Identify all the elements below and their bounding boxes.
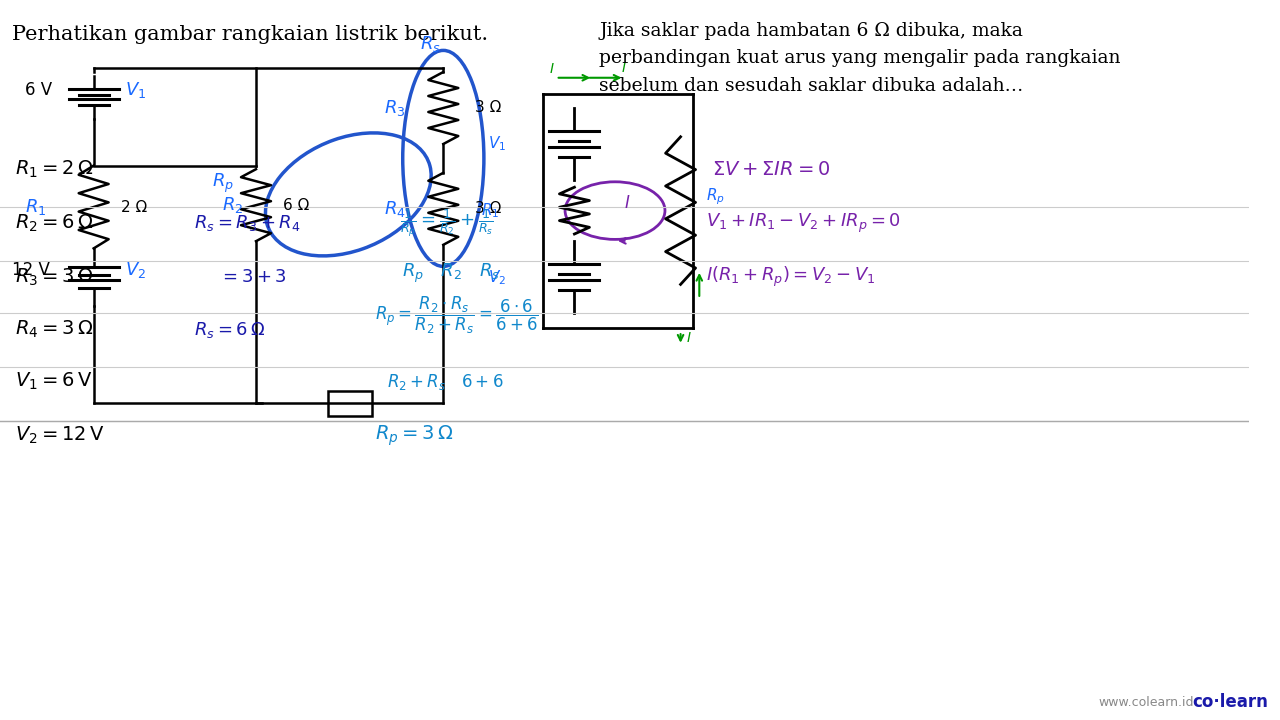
Text: www.colearn.id: www.colearn.id (1100, 696, 1194, 708)
Text: $R_1$: $R_1$ (26, 197, 46, 217)
Text: $V_1$: $V_1$ (125, 80, 146, 100)
Text: $V_2$: $V_2$ (125, 260, 146, 280)
Text: 3 Ω: 3 Ω (475, 202, 500, 216)
Text: co·learn: co·learn (1193, 693, 1268, 711)
Text: $R_4 = 3\,\Omega$: $R_4 = 3\,\Omega$ (15, 319, 93, 341)
Bar (328, 390, 371, 416)
Text: $V_2 = 12\,\text{V}$: $V_2 = 12\,\text{V}$ (15, 425, 105, 446)
Text: 3 Ω: 3 Ω (475, 101, 500, 115)
Text: $V_1 + IR_1 - V_2 + IR_p = 0$: $V_1 + IR_1 - V_2 + IR_p = 0$ (705, 212, 900, 235)
Text: $R_2 = 6\,\Omega$: $R_2 = 6\,\Omega$ (15, 212, 93, 234)
Text: $I(R_1 + R_p) = V_2 - V_1$: $I(R_1 + R_p) = V_2 - V_1$ (705, 265, 876, 289)
Text: 2 Ω: 2 Ω (122, 199, 147, 215)
Text: Perhatikan gambar rangkaian listrik berikut.: Perhatikan gambar rangkaian listrik beri… (13, 25, 489, 44)
Text: I: I (625, 194, 630, 212)
Text: $R_1 = 2\,\Omega$: $R_1 = 2\,\Omega$ (15, 158, 93, 180)
Text: I: I (549, 63, 553, 76)
Text: $R_p = 3\,\Omega$: $R_p = 3\,\Omega$ (375, 423, 453, 448)
Text: I: I (622, 61, 626, 75)
Text: $R_2 + R_s \quad 6+6$: $R_2 + R_s \quad 6+6$ (387, 372, 504, 392)
Text: Jika saklar pada hambatan 6 Ω dibuka, maka
perbandingan kuat arus yang mengalir : Jika saklar pada hambatan 6 Ω dibuka, ma… (599, 22, 1121, 95)
Text: $R_2$: $R_2$ (223, 195, 243, 215)
Text: $V_2$: $V_2$ (488, 268, 506, 287)
Text: 6 Ω: 6 Ω (283, 198, 310, 212)
Text: $R_p$: $R_p$ (705, 186, 724, 207)
Text: $R_4$: $R_4$ (384, 199, 406, 219)
Text: $R_s$: $R_s$ (420, 34, 442, 54)
Text: $R_p$: $R_p$ (212, 172, 234, 195)
Text: I: I (687, 331, 691, 345)
Text: $\frac{1}{R_p} = \frac{1}{R_2} + \frac{1}{R_s}$: $\frac{1}{R_p} = \frac{1}{R_2} + \frac{1… (399, 207, 493, 239)
Text: $R_s = R_3 + R_4$: $R_s = R_3 + R_4$ (193, 213, 300, 233)
Text: $R_p = \dfrac{R_2 \cdot R_s}{R_2 + R_s} = \dfrac{6 \cdot 6}{6 + 6}$: $R_p = \dfrac{R_2 \cdot R_s}{R_2 + R_s} … (375, 294, 539, 336)
Text: 6 V: 6 V (26, 81, 52, 99)
Text: $= 3 + 3$: $= 3 + 3$ (219, 269, 287, 287)
Text: $\Sigma V + \Sigma IR = 0$: $\Sigma V + \Sigma IR = 0$ (712, 160, 829, 179)
Text: $R_3 = 3\,\Omega$: $R_3 = 3\,\Omega$ (15, 266, 93, 288)
Text: $V_1 = 6\,\text{V}$: $V_1 = 6\,\text{V}$ (15, 371, 92, 392)
Text: $R_3$: $R_3$ (384, 98, 406, 118)
Text: $V_1$: $V_1$ (488, 135, 506, 153)
Text: $R_p\quad R_2\quad R_s$: $R_p\quad R_2\quad R_s$ (402, 262, 500, 285)
Text: 12 V: 12 V (13, 261, 50, 279)
Text: $R_1$: $R_1$ (481, 202, 499, 220)
Text: $R_s = 6\,\Omega$: $R_s = 6\,\Omega$ (193, 320, 265, 340)
